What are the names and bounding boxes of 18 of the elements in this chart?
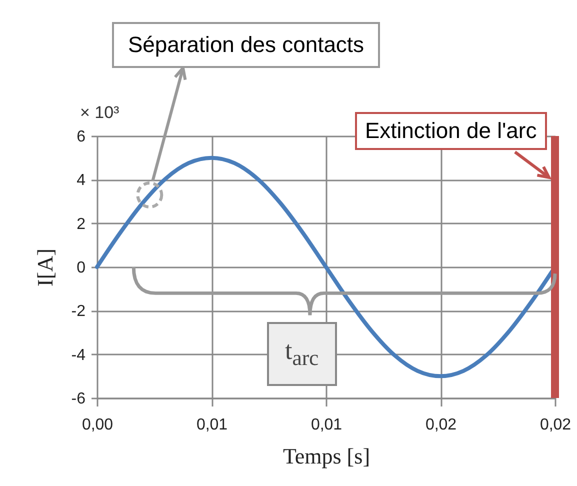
ref-line-label: Extinction de l'arc [355, 112, 547, 150]
annotation: t$_{arc}$ [266, 322, 337, 386]
y-axis-title: I[A] [32, 248, 58, 286]
x-tick-label: 0,01 [310, 416, 342, 434]
y-tick-label: -2 [71, 303, 86, 320]
x-tick-label: 0,02 [540, 416, 572, 434]
x-axis-title: Temps [s] [282, 444, 370, 468]
text: × 10³ [80, 103, 120, 122]
y-tick-label: 0 [76, 260, 86, 276]
x-tick-label: 0,01 [196, 416, 228, 434]
x-tick-label: 0,00 [82, 416, 114, 434]
y-tick-label: 6 [76, 128, 86, 146]
y-tick-label: 4 [76, 172, 86, 190]
y-tick-label: -6 [71, 390, 86, 408]
y-tick-label: 2 [76, 216, 86, 233]
y-tick-label: -4 [71, 346, 86, 364]
text: Séparation des contacts [112, 22, 380, 68]
x-tick-label: 0,02 [425, 416, 457, 434]
